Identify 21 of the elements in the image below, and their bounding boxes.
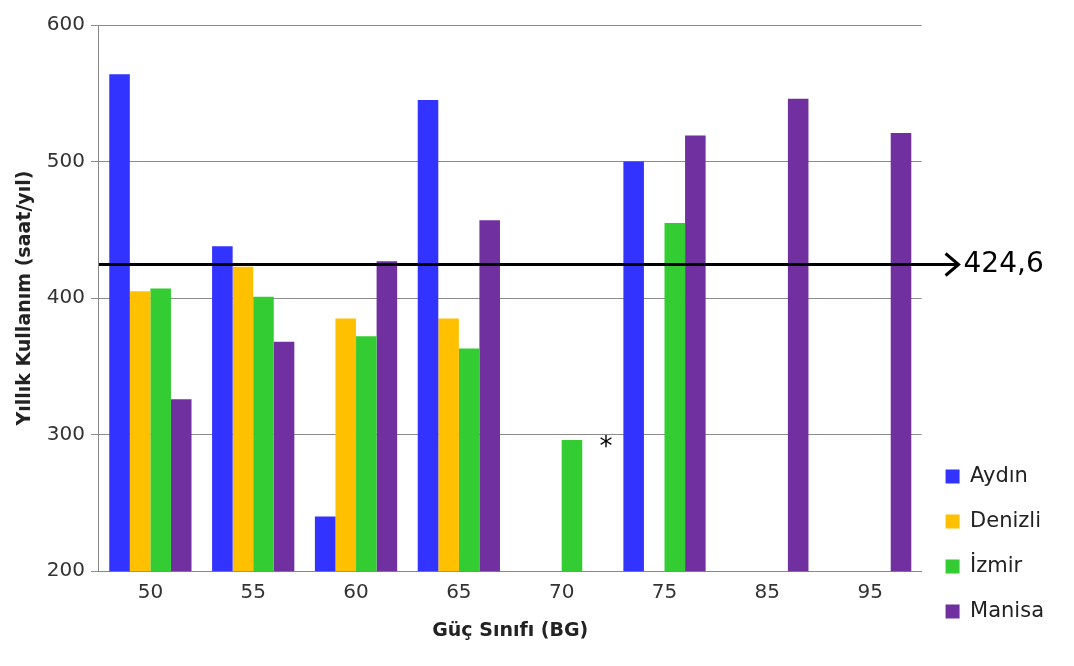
x-tick-label: 50 bbox=[137, 579, 164, 604]
x-axis-title: Güç Sınıfı (BG) bbox=[432, 617, 589, 640]
y-tick-label: 400 bbox=[46, 284, 85, 309]
x-tick-label: 70 bbox=[548, 579, 575, 604]
y-tick-label: 200 bbox=[46, 557, 85, 582]
x-tick-label: 95 bbox=[857, 579, 883, 604]
legend-label: Aydın bbox=[970, 462, 1028, 487]
y-axis-title: Yıllık Kullanım (saat/yıl) bbox=[12, 170, 35, 427]
legend-label: Denizli bbox=[970, 507, 1041, 532]
legend-label: Manisa bbox=[970, 597, 1045, 622]
legend-label: İzmir bbox=[970, 551, 1023, 577]
x-tick-label: 60 bbox=[343, 579, 369, 604]
annotation: * bbox=[599, 431, 613, 462]
ref-line-label: 424,6 bbox=[963, 245, 1044, 279]
x-tick-label: 55 bbox=[240, 579, 266, 604]
x-tick-label: 65 bbox=[446, 579, 472, 604]
x-tick-label: 75 bbox=[651, 579, 678, 604]
y-tick-label: 300 bbox=[46, 420, 85, 445]
y-tick-label: 600 bbox=[46, 11, 85, 36]
y-tick-label: 500 bbox=[46, 147, 85, 172]
x-tick-label: 85 bbox=[754, 579, 781, 604]
